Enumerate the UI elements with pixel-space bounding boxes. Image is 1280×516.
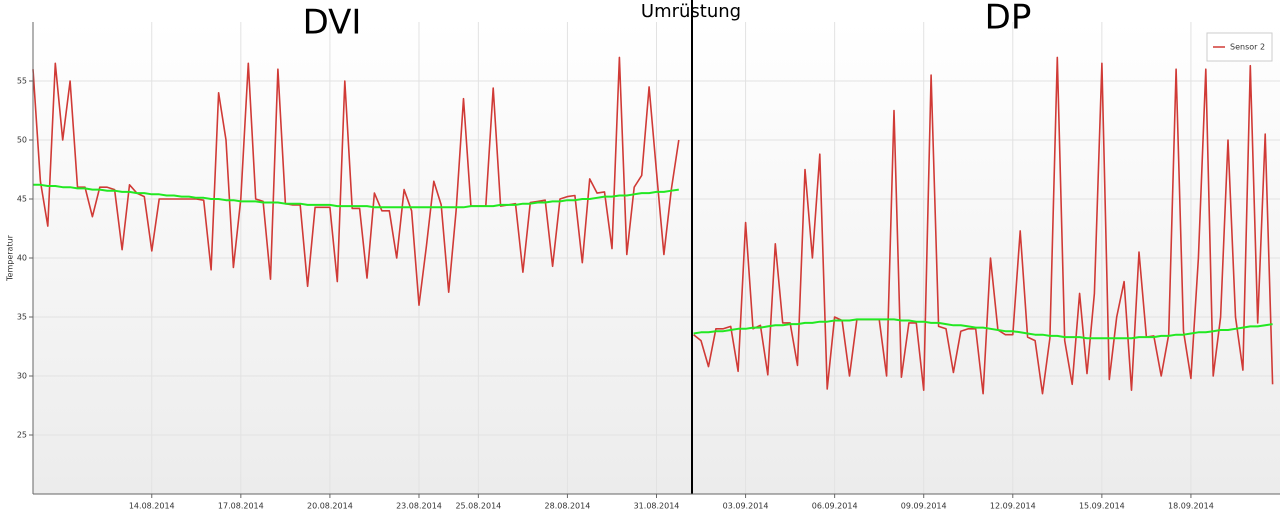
grid <box>33 22 1280 494</box>
x-tick-label: 31.08.2014 <box>634 502 680 511</box>
x-tick-label: 28.08.2014 <box>545 502 591 511</box>
annotation: DVI <box>303 3 362 43</box>
y-tick-label: 30 <box>17 372 27 381</box>
annotation: Umrüstung <box>641 1 741 22</box>
series-line <box>33 183 1273 340</box>
annotation: DP <box>985 0 1032 38</box>
y-tick-label: 35 <box>17 313 27 322</box>
y-tick-label: 25 <box>17 431 27 440</box>
legend: Sensor 2 <box>1206 32 1273 62</box>
x-tick-label: 17.08.2014 <box>218 502 264 511</box>
x-tick-label: 20.08.2014 <box>307 502 353 511</box>
x-tick-label: 12.09.2014 <box>990 502 1036 511</box>
y-tick-label: 45 <box>17 195 27 204</box>
y-tick-label: 50 <box>17 136 27 145</box>
x-tick-label: 25.08.2014 <box>455 502 501 511</box>
x-tick-label: 18.09.2014 <box>1168 502 1214 511</box>
y-axis-label: Temperatur <box>6 234 15 282</box>
x-tick-label: 23.08.2014 <box>396 502 442 511</box>
lines <box>32 56 1274 395</box>
x-tick-label: 14.08.2014 <box>129 502 175 511</box>
x-tick-label: 06.09.2014 <box>812 502 858 511</box>
y-tick-label: 55 <box>17 77 27 86</box>
x-tick-label: 03.09.2014 <box>723 502 769 511</box>
x-tick-label: 15.09.2014 <box>1079 502 1125 511</box>
x-tick-label: 09.09.2014 <box>901 502 947 511</box>
series-line <box>32 56 1274 395</box>
y-tick-label: 40 <box>17 254 27 263</box>
legend-label: Sensor 2 <box>1230 43 1265 52</box>
